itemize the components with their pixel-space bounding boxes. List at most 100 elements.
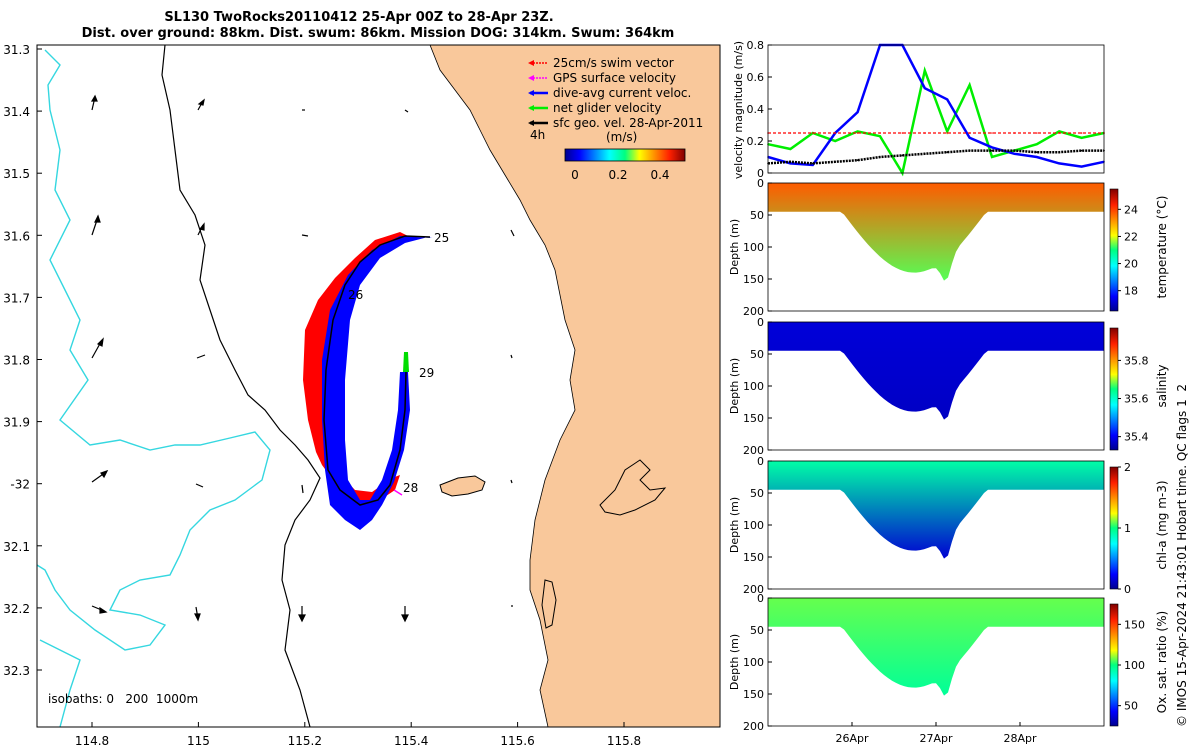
velocity-point-1	[924, 87, 926, 89]
depth-tick-label: 150	[743, 412, 764, 425]
velocity-point-0	[834, 140, 836, 142]
velocity-point-2	[968, 149, 971, 152]
velocity-point-1	[968, 137, 971, 139]
velocity-point-1	[1080, 165, 1083, 168]
section-panel-0: 0 50 100 150 200 Depth (m) 24 22 20 18 temperature…	[728, 177, 1169, 318]
time-step-label: 4h	[530, 128, 545, 142]
isobath-1000m	[37, 49, 271, 727]
south-island	[541, 579, 557, 629]
velocity-point-1	[946, 98, 948, 101]
depth-tick-label: 200	[743, 720, 764, 733]
lat-tick-label: 31.3	[3, 43, 30, 57]
velocity-point-1	[991, 146, 993, 149]
isobaths-label: isobaths: 0 200 1000m	[48, 692, 198, 706]
velocity-ytick-label: 0.8	[747, 39, 765, 52]
lat-tick-label: 31.7	[3, 291, 30, 305]
cbar-tick-label: 24	[1124, 203, 1138, 216]
depth-tick-label: 100	[743, 519, 764, 532]
velocity-ytick-label: 0.4	[747, 103, 765, 116]
map-panel: 25 26 29 28	[37, 45, 720, 727]
velocity-point-2	[1036, 151, 1038, 153]
cbar-tick-label: 22	[1124, 230, 1138, 243]
lat-tick-label: 31.4	[3, 105, 30, 119]
legend-label: net glider velocity	[553, 101, 661, 115]
time-tick-label: 27Apr	[919, 732, 953, 745]
cbar-tick-label: 18	[1124, 285, 1138, 298]
legend-arrowhead	[528, 90, 534, 96]
cbar-tick-label: 0	[1124, 583, 1131, 596]
lat-tick-label: 31.9	[3, 416, 30, 430]
section-colorbar	[1109, 603, 1119, 727]
colorbar-tick: 0.2	[608, 168, 627, 182]
depth-tick-label: 50	[750, 348, 764, 361]
lat-tick-label: 32.1	[3, 540, 30, 554]
depth-tick-label: 50	[750, 209, 764, 222]
cbar-tick-label: 35.8	[1124, 354, 1149, 367]
section-colorbar	[1109, 188, 1119, 312]
velocity-ytick-label: 0	[757, 167, 764, 180]
isobath-200m	[161, 45, 321, 727]
dive-avg-current-cloud	[322, 236, 432, 530]
velocity-point-3	[1080, 132, 1083, 134]
time-tick-label: 28Apr	[1003, 732, 1037, 745]
legend-label: sfc geo. vel. 28-Apr-2011	[553, 116, 703, 130]
sfc-geo-velocity-arrows	[90, 94, 515, 623]
chart-title-line2: Dist. over ground: 88km. Dist. swum: 86k…	[82, 26, 675, 41]
depth-tick-label: 100	[743, 241, 764, 254]
land-mass	[430, 45, 720, 727]
velocity-point-0	[1080, 137, 1083, 139]
coastline	[429, 45, 576, 727]
lon-tick-label: 115	[187, 734, 210, 748]
lat-tick-label: 31.6	[3, 229, 30, 243]
depth-label: Depth (m)	[728, 219, 741, 275]
swim-vector-cloud	[303, 232, 412, 503]
velocity-point-2	[946, 151, 948, 153]
velocity-point-3	[924, 132, 926, 134]
velocity-series-0	[767, 66, 1105, 177]
map-colorbar	[564, 148, 686, 162]
cbar-tick-label: 100	[1124, 659, 1145, 672]
chart-title-line1: SL130 TwoRocks20110412 25-Apr 00Z to 28-…	[164, 10, 553, 25]
cbar-tick-label: 2	[1124, 461, 1131, 474]
cbar-label: Ox. sat. ratio (%)	[1155, 611, 1169, 713]
legend-label: 25cm/s swim vector	[553, 56, 674, 70]
depth-tick-label: 200	[743, 305, 764, 318]
velocity-point-1	[1058, 162, 1060, 165]
depth-tick-label: 50	[750, 487, 764, 500]
legend-label: GPS surface velocity	[553, 71, 676, 85]
lon-tick-label: 115.6	[500, 734, 534, 748]
cbar-tick-label: 20	[1124, 258, 1138, 271]
velocity-point-2	[991, 149, 993, 152]
cbar-label: temperature (°C)	[1155, 196, 1169, 299]
velocity-ytick-label: 0.2	[747, 135, 765, 148]
velocity-point-2	[812, 162, 814, 165]
velocity-point-1	[1013, 153, 1016, 155]
velocity-point-0	[946, 130, 948, 133]
velocity-point-2	[834, 161, 836, 163]
depth-tick-label: 50	[750, 624, 764, 637]
section-data-fill	[768, 183, 1104, 281]
depth-label: Depth (m)	[728, 497, 741, 553]
velocity-series-1	[767, 43, 1105, 168]
velocity-point-3	[968, 132, 971, 134]
colorbar-tick: 0	[571, 168, 579, 182]
depth-tick-label: 100	[743, 380, 764, 393]
cbar-label: chl-a (mg m-3)	[1155, 480, 1169, 569]
garden-island	[439, 475, 486, 497]
velocity-point-1	[856, 111, 859, 113]
cockburn-coastline	[599, 459, 667, 516]
legend-arrowhead	[528, 60, 534, 66]
cbar-tick-label: 35.6	[1124, 393, 1149, 406]
velocity-point-3	[879, 132, 881, 134]
lon-tick-label: 115.4	[394, 734, 428, 748]
velocity-point-0	[856, 130, 859, 133]
cbar-tick-label: 150	[1124, 618, 1145, 631]
lat-tick-label: 31.5	[3, 167, 30, 181]
depth-tick-label: 200	[743, 583, 764, 596]
legend-arrowhead	[528, 75, 534, 81]
cbar-tick-label: 1	[1124, 522, 1131, 535]
velocity-ylabel: velocity magnitude (m/s)	[732, 41, 745, 179]
depth-tick-label: 0	[757, 316, 764, 329]
section-colorbar	[1109, 466, 1119, 590]
